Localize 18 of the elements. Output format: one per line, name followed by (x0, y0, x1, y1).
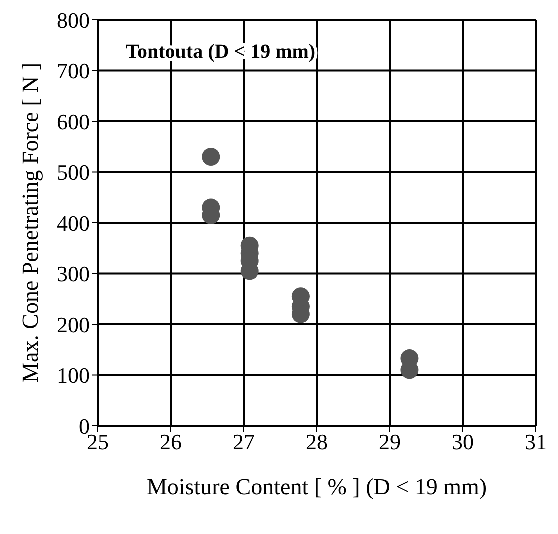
point (202, 148, 220, 166)
y-tick-label: 300 (57, 262, 90, 287)
y-axis-title: Max. Cone Penetrating Force [ N ] (18, 62, 44, 384)
y-tick-label: 700 (57, 58, 90, 84)
x-axis-title: Moisture Content [ % ] (D < 19 mm) (146, 474, 488, 500)
x-tick-label: 26 (160, 430, 182, 455)
x-tick-label: 30 (452, 430, 474, 455)
y-tick-label: 0 (79, 414, 90, 439)
y-tick-label: 400 (57, 210, 90, 236)
x-tick-label: 28 (306, 430, 328, 455)
x-tick-label: 27 (233, 430, 255, 455)
y-tick-label: 200 (57, 312, 90, 338)
y-tick-label: 100 (57, 363, 90, 388)
x-tick-label: 31 (525, 430, 547, 455)
y-tick-label: 600 (57, 109, 90, 134)
x-tick-label: 29 (379, 430, 401, 455)
y-tick-label: 800 (57, 8, 90, 33)
y-tick-label: 500 (57, 160, 90, 186)
